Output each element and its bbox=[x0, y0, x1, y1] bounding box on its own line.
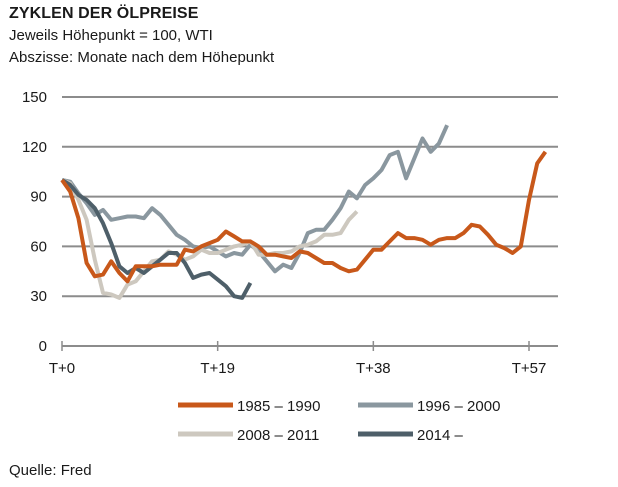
y-tick-label: 30 bbox=[30, 288, 47, 305]
y-tick-label: 150 bbox=[22, 89, 47, 106]
legend-label: 2008 – 2011 bbox=[237, 427, 319, 444]
gridlines bbox=[62, 96, 558, 347]
y-tick-label: 90 bbox=[30, 189, 47, 206]
y-tick-label: 120 bbox=[22, 139, 47, 156]
series-lines bbox=[60, 124, 548, 300]
legend-label: 1985 – 1990 bbox=[237, 398, 320, 415]
y-axis-ticks: 0 30 60 90 120 150 bbox=[22, 89, 47, 355]
chart-title: ZYKLEN DER ÖLPREISE bbox=[9, 5, 199, 22]
series-line-0 bbox=[60, 150, 548, 284]
legend-label: 1996 – 2000 bbox=[417, 398, 500, 415]
x-axis-description: Abszisse: Monate nach dem Höhepunkt bbox=[9, 49, 275, 66]
source-note: Quelle: Fred bbox=[9, 462, 92, 479]
y-tick-label: 60 bbox=[30, 238, 47, 255]
x-axis: T+0 T+19 T+38 T+57 bbox=[49, 341, 546, 377]
y-tick-label: 0 bbox=[39, 338, 47, 355]
x-tick-label: T+38 bbox=[356, 360, 391, 377]
legend-label: 2014 – bbox=[417, 427, 464, 444]
x-tick-label: T+0 bbox=[49, 360, 75, 377]
x-tick-label: T+19 bbox=[200, 360, 235, 377]
chart-subtitle: Jeweils Höhepunkt = 100, WTI bbox=[9, 27, 213, 44]
x-tick-label: T+57 bbox=[512, 360, 547, 377]
series-line-3 bbox=[60, 178, 253, 300]
legend: 1985 – 1990 1996 – 2000 2008 – 2011 2014 – bbox=[178, 398, 500, 444]
series-line-2 bbox=[61, 178, 359, 300]
